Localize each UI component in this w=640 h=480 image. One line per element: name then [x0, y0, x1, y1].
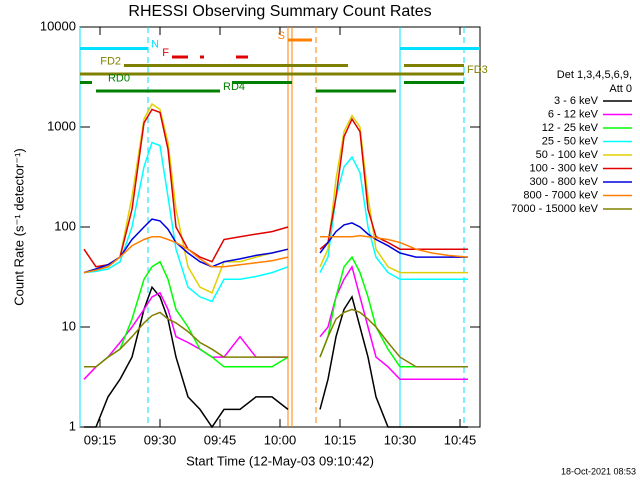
flag-label: RD0: [108, 72, 130, 84]
legend-title: Det 1,3,4,5,6,9,: [557, 69, 632, 81]
x-axis-label: Start Time (12-May-03 09:10:42): [186, 453, 374, 468]
legend-label: 25 - 50 keV: [542, 135, 599, 147]
flag-label: S: [278, 30, 285, 42]
series-line: [83, 218, 468, 274]
legend-label: 12 - 25 keV: [542, 122, 599, 134]
series-line: [84, 308, 468, 368]
y-tick-label: 100: [54, 218, 76, 233]
flag-label: RD4: [223, 81, 245, 93]
x-tick-label: 10:30: [384, 432, 417, 447]
series-line: [83, 141, 468, 303]
series-line: [83, 102, 468, 294]
flag-label: FD3: [467, 64, 488, 76]
x-tick-label: 09:15: [84, 432, 117, 447]
y-tick-label: 1000: [47, 118, 76, 133]
x-tick-label: 10:15: [324, 432, 357, 447]
flag-label: F: [162, 47, 169, 59]
y-axis-label: Count Rate (s⁻¹ detector⁻¹): [11, 148, 26, 306]
legend-label: 50 - 100 keV: [536, 149, 599, 161]
legend-label: 800 - 7000 keV: [523, 189, 598, 201]
legend-label: 3 - 6 keV: [554, 95, 599, 107]
flag-label: FD2: [100, 55, 121, 67]
x-tick-label: 10:45: [444, 432, 477, 447]
legend-title: Att 0: [609, 83, 632, 95]
x-tick-label: 09:45: [204, 432, 237, 447]
series-line: [83, 264, 468, 381]
series-line: [83, 234, 469, 274]
y-tick-label: 10: [62, 318, 76, 333]
date-stamp: 18-Oct-2021 08:53: [561, 466, 636, 476]
legend-label: 100 - 300 keV: [530, 162, 599, 174]
y-tick-label: 10000: [40, 18, 76, 33]
legend-label: 7000 - 15000 keV: [511, 203, 599, 215]
flag-label: N: [151, 38, 159, 50]
y-tick-label: 1: [69, 418, 76, 433]
series-line: [84, 285, 468, 429]
x-tick-label: 10:00: [264, 432, 297, 447]
x-tick-label: 09:30: [144, 432, 177, 447]
chart-title: RHESSI Observing Summary Count Rates: [128, 3, 431, 20]
legend-label: 300 - 800 keV: [530, 176, 599, 188]
legend-label: 6 - 12 keV: [548, 108, 599, 120]
